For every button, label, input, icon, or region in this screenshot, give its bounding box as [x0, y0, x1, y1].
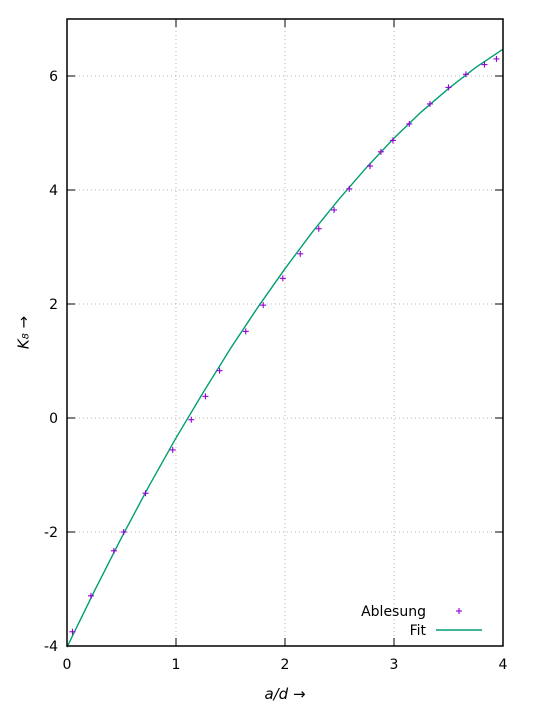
data-point: [389, 137, 396, 144]
fit-series: [66, 48, 504, 648]
data-point: [493, 55, 500, 62]
data-point: [216, 367, 223, 374]
data-point: [297, 250, 304, 257]
data-point: [169, 446, 176, 453]
data-point: [242, 328, 249, 335]
y-tick-label: -2: [44, 525, 58, 541]
y-tick-label: 0: [49, 411, 58, 427]
data-point: [445, 84, 452, 91]
data-point: [110, 547, 117, 554]
data-point: [377, 148, 384, 155]
data-point: [279, 275, 286, 282]
data-point: [142, 490, 149, 497]
data-point: [481, 61, 488, 68]
data-point: [462, 71, 469, 78]
data-point: [188, 416, 195, 423]
fit-line: [66, 48, 504, 648]
x-axis-title: a/d →: [264, 685, 305, 703]
data-point: [367, 163, 374, 170]
y-tick-label: 6: [49, 69, 58, 85]
legend-label-fit: Fit: [410, 623, 427, 639]
y-tick-label: 4: [49, 183, 58, 199]
data-point: [202, 393, 209, 400]
data-point: [69, 628, 76, 635]
data-point: [346, 185, 353, 192]
ablesung-series: [69, 55, 500, 635]
legend-plus: [456, 608, 462, 614]
grid: [67, 19, 503, 646]
x-tick-label: 3: [390, 657, 399, 673]
legend-marker-ablesung: [456, 608, 462, 614]
axis-ticks: 0 1 2 3 4 -4 -2 0 2 4 6: [44, 19, 508, 673]
data-point: [120, 529, 127, 535]
x-tick-label: 2: [281, 657, 290, 673]
data-point: [331, 206, 338, 213]
data-point: [87, 592, 94, 599]
data-point: [406, 120, 413, 127]
data-point: [260, 302, 267, 309]
y-tick-label: 2: [49, 297, 58, 313]
legend-label-ablesung: Ablesung: [361, 604, 426, 620]
x-tick-label: 4: [499, 657, 508, 673]
x-tick-label: 0: [63, 657, 72, 673]
legend: Ablesung Fit: [361, 604, 482, 639]
data-point: [426, 100, 433, 107]
data-point: [315, 225, 322, 232]
y-axis-title: K₈ →: [15, 316, 33, 349]
x-tick-label: 1: [172, 657, 181, 673]
y-tick-label: -4: [44, 639, 58, 655]
